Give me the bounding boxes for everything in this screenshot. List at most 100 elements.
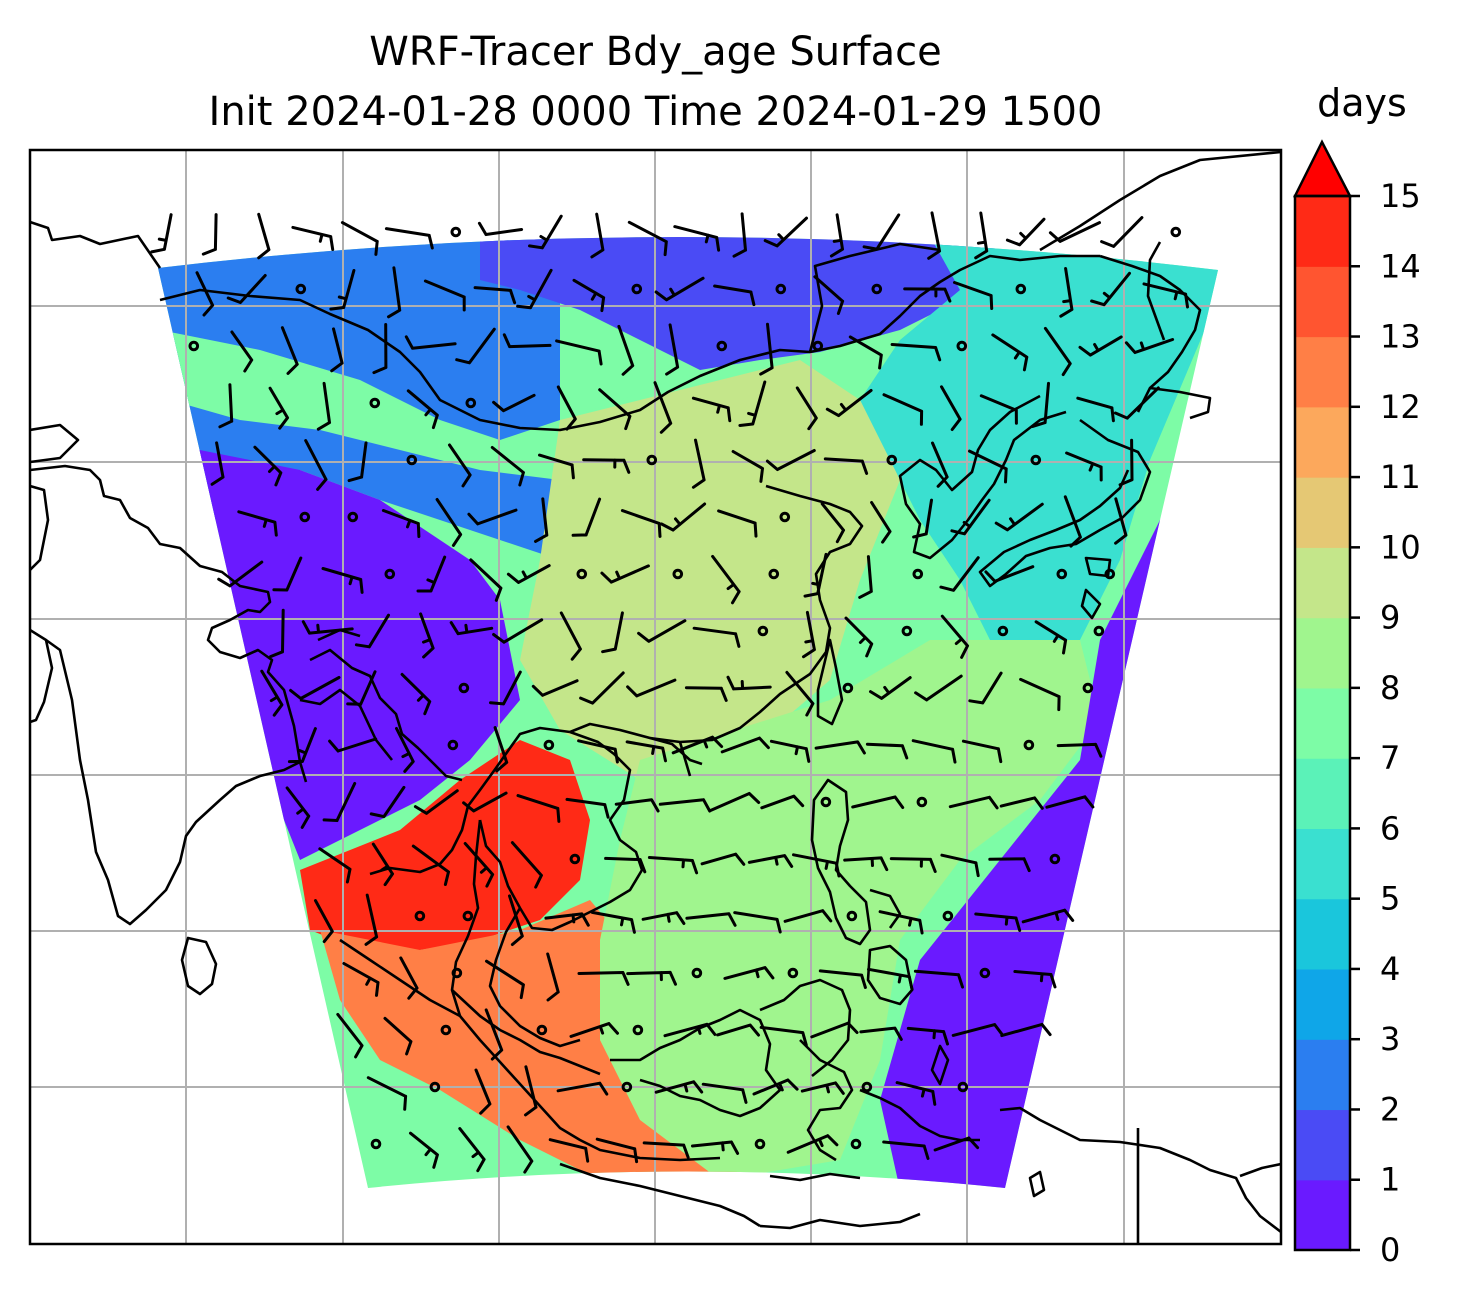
wind-barb: [813, 275, 845, 315]
wind-barb: [328, 737, 378, 753]
wind-barb: [318, 847, 352, 884]
calm-wind-marker: [886, 454, 898, 466]
wind-barb: [462, 791, 508, 813]
wind-barb: [691, 396, 732, 423]
wind-barb: [1076, 396, 1115, 423]
wind-barb: [316, 381, 331, 431]
wind-barb: [792, 853, 841, 878]
wind-barb: [765, 449, 816, 471]
colorbar-band: [1295, 617, 1350, 689]
wind-barb: [950, 498, 991, 536]
colorbar-tick-label: 3: [1380, 1020, 1400, 1058]
wind-barb: [493, 726, 509, 773]
wind-barb: [366, 1076, 408, 1111]
wind-barb: [882, 1140, 930, 1160]
wind-barb: [1019, 677, 1061, 712]
wind-barb: [577, 739, 619, 764]
wind-barb: [940, 853, 980, 878]
wind-barb: [217, 560, 264, 588]
wind-barb: [508, 894, 524, 946]
wind-barb: [903, 287, 952, 303]
calm-wind-marker: [754, 1138, 766, 1150]
wind-barb: [502, 333, 552, 349]
wind-barb: [660, 502, 707, 532]
wind-barb: [1100, 216, 1144, 248]
wind-barb: [654, 276, 705, 302]
map-title-line-2: Init 2024-01-28 0000 Time 2024-01-29 150…: [208, 89, 1103, 135]
wind-barb: [210, 441, 225, 486]
calm-wind-marker: [1023, 739, 1035, 751]
wind-barb: [642, 1141, 690, 1159]
wind-barb: [625, 740, 667, 763]
wind-barb: [546, 952, 560, 1002]
wind-barb: [869, 676, 912, 700]
colorbar-band: [1295, 758, 1350, 829]
wind-barb: [301, 620, 354, 635]
wind-barb: [713, 284, 756, 307]
wind-barb: [598, 388, 632, 431]
wind-barb: [933, 1136, 980, 1152]
wind-barb: [939, 556, 980, 592]
calm-wind-marker: [576, 568, 588, 580]
wind-barb: [653, 381, 673, 434]
wind-barb: [201, 213, 218, 256]
wind-barb: [340, 221, 379, 256]
colorbar-tick-label: 12: [1380, 388, 1421, 426]
wind-barb: [506, 564, 551, 584]
wind-barb: [685, 912, 737, 927]
calm-wind-marker: [912, 568, 924, 580]
wind-barb: [999, 796, 1044, 810]
wind-barb: [931, 441, 949, 488]
wind-barb: [195, 271, 215, 317]
wind-barb: [556, 385, 577, 431]
wind-barb: [1113, 386, 1160, 420]
wind-barb: [230, 330, 254, 373]
wind-barb: [810, 1021, 859, 1039]
wind-barb: [906, 1026, 949, 1046]
wind-barb: [565, 797, 610, 819]
wind-barb: [381, 509, 421, 538]
wind-barb: [269, 608, 285, 659]
wind-barb: [590, 212, 605, 259]
wind-barb: [726, 675, 772, 691]
wind-barb: [1045, 795, 1095, 809]
wind-barb: [848, 335, 883, 370]
wind-barb: [752, 1078, 799, 1096]
wind-barb: [1142, 282, 1189, 309]
wind-barb: [556, 1081, 609, 1096]
wind-barb: [413, 789, 459, 815]
wind-barb: [759, 1025, 808, 1047]
colorbar-unit-label: days: [1317, 81, 1407, 125]
wind-barb: [701, 1082, 748, 1104]
wind-barb: [314, 899, 334, 944]
wind-barb: [882, 393, 924, 426]
wind-barb: [1065, 451, 1103, 482]
wind-barb: [218, 383, 234, 429]
wind-barb: [354, 613, 390, 649]
wind-barb: [463, 842, 495, 888]
colorbar-band: [1295, 196, 1350, 267]
colorbar-tick-label: 14: [1380, 247, 1421, 285]
colorbar-tick-label: 0: [1380, 1231, 1400, 1269]
wind-barb: [720, 736, 770, 754]
calm-wind-marker: [429, 1081, 441, 1093]
wind-barb: [620, 509, 662, 538]
colorbar-tick-label: 4: [1380, 950, 1400, 988]
wind-barb: [400, 672, 432, 716]
calm-wind-marker: [450, 226, 462, 238]
wind-barb: [524, 1065, 538, 1117]
wind-barb: [890, 343, 942, 362]
wind-barb: [492, 618, 544, 644]
wind-barb: [783, 909, 833, 923]
wind-barb: [968, 449, 1008, 484]
wind-barb: [226, 274, 267, 304]
wind-barb: [654, 1080, 704, 1094]
colorbar-tick-label: 9: [1380, 599, 1400, 637]
wind-barb: [759, 322, 774, 376]
wind-barb: [291, 225, 335, 251]
calm-wind-marker: [1049, 853, 1061, 865]
wind-barb: [709, 792, 761, 812]
colorbar-tick-label: 7: [1380, 739, 1400, 777]
colorbar-tick-label: 10: [1380, 528, 1421, 566]
wind-barb: [948, 795, 999, 810]
